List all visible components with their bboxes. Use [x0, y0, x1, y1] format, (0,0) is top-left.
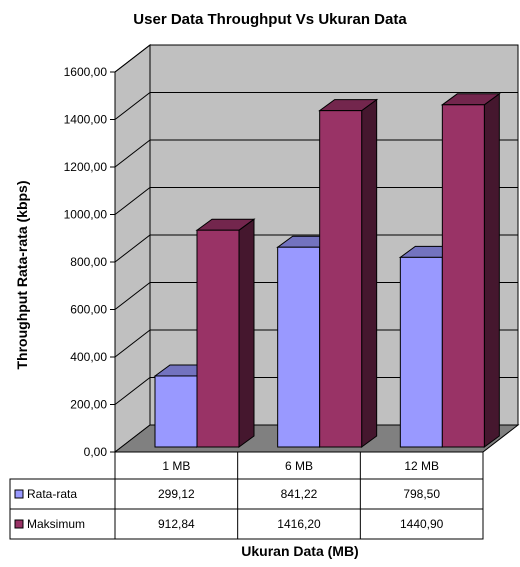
x-axis-label: Ukuran Data (MB) — [241, 543, 358, 559]
y-tick-label: 400,00 — [70, 350, 107, 364]
bar-maksimum-12mb — [440, 92, 501, 448]
y-axis-label: Throughput Rata-rata (kbps) — [14, 181, 30, 370]
y-tick-label: 0,00 — [84, 445, 108, 459]
y-tick-label: 1400,00 — [64, 113, 108, 127]
gridline — [114, 187, 518, 215]
y-tick-label: 800,00 — [70, 255, 107, 269]
data-label: 841,22 — [281, 487, 318, 501]
legend-swatch-rata-rata — [14, 489, 24, 499]
legend-label-maksimum: Maksimum — [27, 517, 85, 531]
x-tick-label: 12 MB — [404, 459, 439, 473]
data-label: 299,12 — [158, 487, 195, 501]
y-tick-label: 600,00 — [70, 303, 107, 317]
gridline — [114, 377, 518, 405]
bar-maksimum-6mb — [318, 98, 379, 448]
bar-side — [361, 98, 378, 448]
bar-front — [319, 110, 363, 448]
bar-side — [483, 92, 500, 448]
gridline — [114, 234, 518, 263]
gridline — [114, 92, 518, 120]
legend-label-rata-rata: Rata-rata — [27, 487, 77, 501]
bar-side — [238, 218, 255, 448]
bar-front — [196, 229, 240, 448]
plot-area: 0,00 200,00 400,00 600,00 800,00 1000,00 1200,… — [64, 43, 520, 459]
legend-swatch-maksimum — [14, 519, 24, 529]
x-tick-label: 6 MB — [285, 459, 313, 473]
y-tick-label: 1200,00 — [64, 160, 108, 174]
y-tick-label: 200,00 — [70, 398, 107, 412]
bar-front — [277, 246, 321, 448]
data-label: 798,50 — [403, 487, 440, 501]
bar-front — [441, 104, 485, 448]
y-tick-label: 1600,00 — [64, 65, 108, 79]
data-label: 1440,90 — [400, 517, 444, 531]
gridline — [114, 282, 518, 310]
table-header-row — [114, 451, 484, 480]
data-label: 912,84 — [158, 517, 195, 531]
x-tick-label: 1 MB — [162, 459, 190, 473]
gridline — [114, 44, 518, 73]
y-tick-label: 1000,00 — [64, 208, 108, 222]
bar-maksimum-1mb — [195, 218, 256, 448]
data-label: 1416,20 — [277, 517, 321, 531]
bar-front — [154, 375, 198, 448]
chart-title: User Data Throughput Vs Ukuran Data — [133, 11, 407, 28]
gridline — [114, 139, 518, 168]
data-table: 1 MB 6 MB 12 MB Rata-rata 299,12 841,22 798,50… — [9, 451, 484, 540]
bar-front — [399, 256, 443, 448]
gridline — [114, 329, 518, 358]
